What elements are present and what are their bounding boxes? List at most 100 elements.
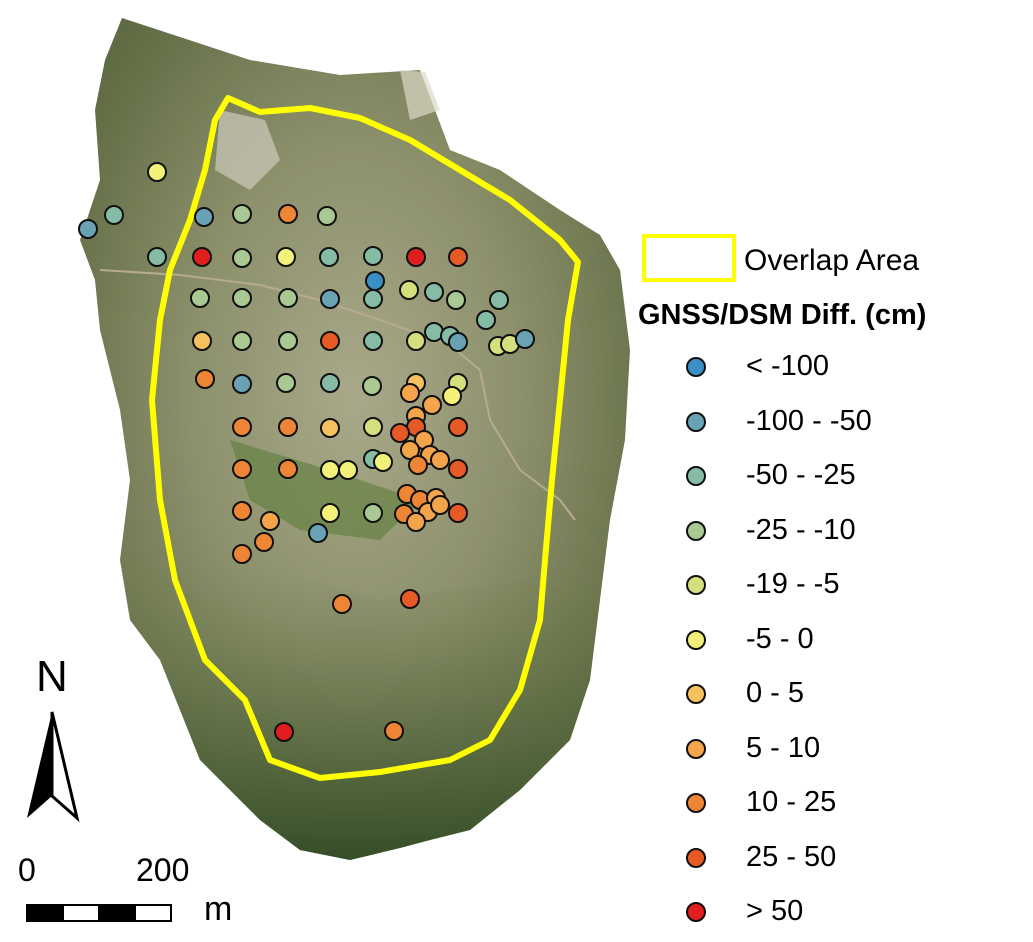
legend-label: -100 - -50 <box>746 404 872 437</box>
gnss-point[interactable] <box>232 544 252 564</box>
forest-region <box>130 560 600 860</box>
gnss-point[interactable] <box>104 205 124 225</box>
legend-item: -50 - -25 <box>640 457 970 497</box>
legend-item: 5 - 10 <box>640 730 970 770</box>
gnss-point[interactable] <box>320 373 340 393</box>
legend-item: > 50 <box>640 893 970 933</box>
legend-dot-icon <box>686 411 706 432</box>
gnss-point[interactable] <box>232 459 252 479</box>
gnss-point[interactable] <box>363 331 383 351</box>
gnss-point[interactable] <box>274 722 294 742</box>
gnss-point[interactable] <box>363 246 383 266</box>
gnss-point[interactable] <box>319 247 339 267</box>
scale-end-label: 200 <box>136 852 190 888</box>
gnss-point[interactable] <box>362 376 382 396</box>
scale-unit-label: m <box>204 890 233 928</box>
gnss-point[interactable] <box>232 248 252 268</box>
legend-label: 25 - 50 <box>746 840 837 873</box>
legend-label: < -100 <box>746 350 830 382</box>
gnss-point[interactable] <box>422 395 442 415</box>
gnss-point[interactable] <box>448 332 468 352</box>
legend-item: -19 - -5 <box>640 566 970 606</box>
gnss-point[interactable] <box>446 290 466 310</box>
gnss-point[interactable] <box>192 247 212 267</box>
gnss-point[interactable] <box>400 589 420 609</box>
gnss-point[interactable] <box>195 369 215 389</box>
gnss-point[interactable] <box>232 288 252 308</box>
legend-dot-icon <box>686 357 706 377</box>
gnss-point[interactable] <box>430 450 450 470</box>
gnss-point[interactable] <box>338 460 358 480</box>
snow-patch <box>215 110 280 190</box>
gnss-point[interactable] <box>278 204 298 224</box>
gnss-point[interactable] <box>406 331 426 351</box>
gnss-point[interactable] <box>363 417 383 437</box>
gnss-point[interactable] <box>308 523 328 543</box>
gnss-point[interactable] <box>448 247 468 267</box>
legend-label: 10 - 25 <box>746 786 837 818</box>
gnss-point[interactable] <box>406 247 426 267</box>
gnss-point[interactable] <box>448 503 468 523</box>
gnss-point[interactable] <box>278 288 298 308</box>
gnss-point[interactable] <box>476 310 496 330</box>
legend-item: 25 - 50 <box>640 839 970 879</box>
gnss-point[interactable] <box>408 455 428 475</box>
gnss-point[interactable] <box>278 417 298 437</box>
gnss-point[interactable] <box>147 162 167 182</box>
gnss-point[interactable] <box>320 418 340 438</box>
gnss-point[interactable] <box>276 247 296 267</box>
gnss-point[interactable] <box>254 532 274 552</box>
legend-item: 0 - 5 <box>640 675 970 715</box>
gnss-point[interactable] <box>320 289 340 309</box>
gnss-point[interactable] <box>332 594 352 614</box>
gnss-point[interactable] <box>192 331 212 351</box>
gnss-point[interactable] <box>194 207 214 227</box>
gnss-point[interactable] <box>190 288 210 308</box>
gnss-point[interactable] <box>363 289 383 309</box>
gnss-point[interactable] <box>320 331 340 351</box>
legend-item: -100 - -50 <box>640 403 970 443</box>
gnss-point[interactable] <box>373 452 393 472</box>
gnss-point[interactable] <box>232 501 252 521</box>
gnss-point[interactable] <box>384 721 404 741</box>
gnss-point[interactable] <box>365 271 385 291</box>
gnss-point[interactable] <box>78 219 98 239</box>
gnss-point[interactable] <box>278 459 298 479</box>
legend-label: -25 - -10 <box>746 513 856 546</box>
gnss-point[interactable] <box>424 282 444 302</box>
legend-item: -25 - -10 <box>640 512 970 552</box>
gnss-point[interactable] <box>442 386 462 406</box>
legend-dot-icon <box>686 902 706 922</box>
legend-title: GNSS/DSM Diff. (cm) <box>638 299 927 331</box>
gnss-point[interactable] <box>232 374 252 394</box>
gnss-point[interactable] <box>232 331 252 351</box>
gnss-point[interactable] <box>406 512 426 532</box>
legend-label: -5 - 0 <box>746 622 814 655</box>
gnss-point[interactable] <box>232 204 252 224</box>
gnss-point[interactable] <box>276 373 296 393</box>
legend-dot-icon <box>686 847 706 868</box>
gnss-point[interactable] <box>320 460 340 480</box>
gnss-point[interactable] <box>147 247 167 267</box>
gnss-point[interactable] <box>430 495 450 515</box>
legend-dot-icon <box>686 629 706 650</box>
gnss-point[interactable] <box>320 503 340 523</box>
gnss-point[interactable] <box>260 511 280 531</box>
gnss-point[interactable] <box>400 383 420 403</box>
gnss-point[interactable] <box>399 280 419 300</box>
legend-label: > 50 <box>746 895 804 927</box>
gnss-point[interactable] <box>448 459 468 479</box>
overlap-swatch <box>642 234 736 282</box>
gnss-point[interactable] <box>278 331 298 351</box>
north-arrow-icon <box>27 711 80 823</box>
gnss-point[interactable] <box>515 329 535 349</box>
gnss-point[interactable] <box>232 417 252 437</box>
gnss-point[interactable] <box>390 423 410 443</box>
gnss-point[interactable] <box>363 503 383 523</box>
gnss-point[interactable] <box>489 290 509 310</box>
gnss-point[interactable] <box>317 206 337 226</box>
legend-dot-icon <box>686 520 706 541</box>
legend-dot-icon <box>686 738 706 759</box>
gnss-point[interactable] <box>448 417 468 437</box>
